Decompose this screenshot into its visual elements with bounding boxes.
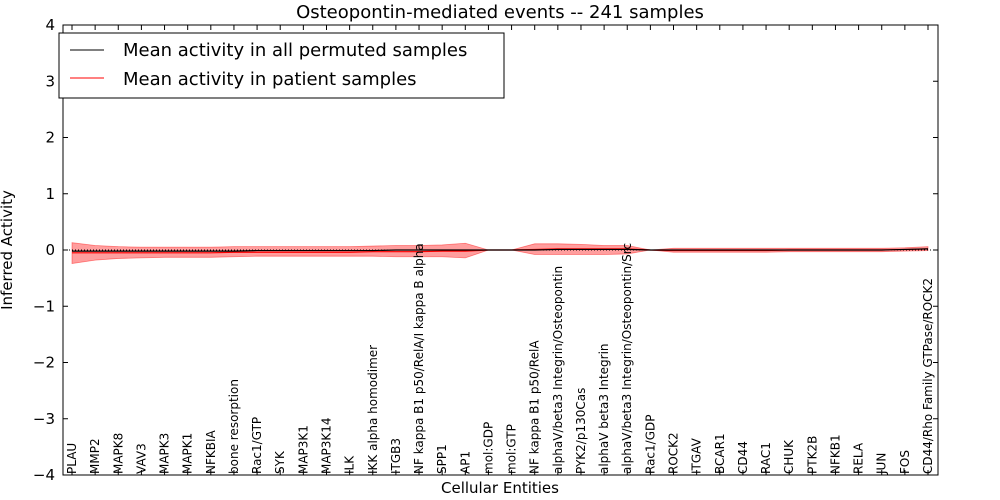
x-category-label: NF kappa B1 p50/RelA/I kappa B alpha: [412, 243, 426, 474]
x-category-label: RAC1: [759, 442, 773, 474]
x-axis: PLAU MMP2 MAPK8 VAV3 MAPK3 MAPK1 NFKBIA bone re…: [65, 25, 935, 475]
x-category-label: PLAU: [65, 443, 79, 474]
x-category-label: mol:GTP: [505, 424, 519, 474]
y-tick-label: 2: [45, 129, 55, 147]
x-category-label: ILK: [343, 455, 357, 474]
y-tick-label: −4: [33, 466, 55, 484]
x-category-label: MMP2: [88, 438, 102, 474]
x-category-label: NFKBIA: [204, 429, 218, 474]
x-category-label: ITGAV: [690, 437, 704, 474]
x-category-label: PYK2/p130Cas: [574, 388, 588, 474]
x-category-label: NF kappa B1 p50/RelA: [528, 340, 542, 474]
x-category-label: MAPK8: [111, 433, 125, 474]
legend-label-permuted: Mean activity in all permuted samples: [123, 40, 467, 61]
x-category-label: ROCK2: [667, 432, 681, 474]
y-tick-label: −3: [33, 410, 55, 428]
x-category-label: CHUK: [782, 439, 796, 474]
legend-box: [58, 32, 505, 99]
x-category-label: MAP3K14: [319, 417, 333, 474]
x-category-label: AP1: [458, 451, 472, 474]
legend-label-patient: Mean activity in patient samples: [123, 69, 417, 90]
x-category-label: CD44/Rho Family GTPase/ROCK2: [921, 278, 935, 474]
y-axis-label: Inferred Activity: [0, 190, 16, 310]
x-category-label: alphaV beta3 Integrin: [597, 343, 611, 474]
y-tick-label: 3: [45, 72, 55, 90]
x-category-label: PTK2B: [805, 436, 819, 474]
plot-area: [63, 242, 938, 264]
x-category-label: MAPK3: [158, 433, 172, 474]
x-category-label: JUN: [875, 453, 889, 475]
x-category-label: mol:GDP: [481, 422, 495, 474]
chart-title: Osteopontin-mediated events -- 241 sampl…: [296, 2, 704, 23]
x-category-label: BCAR1: [713, 433, 727, 474]
x-category-label: RELA: [852, 442, 866, 474]
x-category-label: VAV3: [134, 443, 148, 474]
x-category-label: ITGB3: [389, 438, 403, 474]
x-category-label: Rac1/GTP: [250, 417, 264, 474]
x-category-label: SPP1: [435, 444, 449, 474]
x-category-label: IKK alpha homodimer: [366, 345, 380, 474]
y-axis: −4 −3 −2 −1 0 1 2 3 4: [33, 16, 938, 484]
x-category-label: CD44: [736, 441, 750, 474]
y-tick-label: 4: [45, 16, 55, 34]
x-category-label: MAP3K1: [296, 425, 310, 474]
x-category-label: FOS: [898, 450, 912, 474]
y-tick-label: −1: [33, 297, 55, 315]
x-category-label: MAPK1: [181, 433, 195, 474]
y-tick-label: −2: [33, 354, 55, 372]
y-tick-label: 0: [45, 241, 55, 259]
y-tick-label: 1: [45, 185, 55, 203]
x-category-label: SYK: [273, 450, 287, 474]
x-category-label: Rac1/GDP: [643, 415, 657, 474]
x-category-label: alphaV/beta3 Integrin/Osteopontin: [551, 266, 565, 474]
patient-activity-band: [71, 242, 929, 264]
x-axis-label: Cellular Entities: [441, 479, 559, 497]
x-category-label: bone resorption: [227, 379, 241, 474]
legend: Mean activity in all permuted samples Me…: [58, 32, 505, 99]
x-category-label: alphaV/beta3 Integrin/Osteopontin/Src: [620, 243, 634, 474]
x-category-label: NFKB1: [828, 434, 842, 474]
permuted-mean-line: [72, 248, 929, 252]
